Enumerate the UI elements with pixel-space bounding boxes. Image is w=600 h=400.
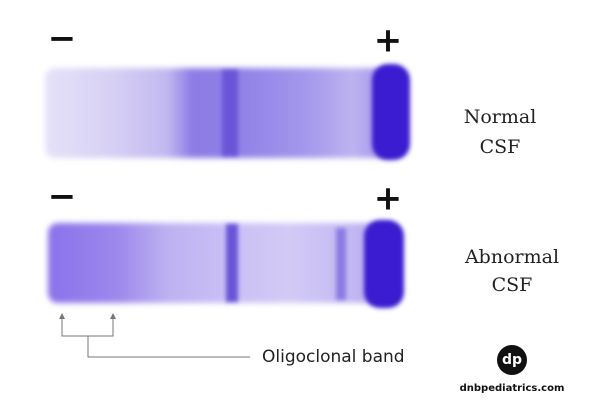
oligoclonal-band	[226, 224, 238, 302]
strip-label: Abnormal	[464, 246, 559, 268]
strip-label: Normal	[464, 106, 537, 128]
logo-mark: dp	[502, 352, 522, 368]
gel-lane	[45, 68, 395, 158]
albumin-band	[364, 220, 404, 308]
albumin-band	[372, 64, 410, 160]
connector	[61, 316, 250, 358]
strip-label: CSF	[492, 274, 533, 296]
oligoclonal-band	[336, 228, 346, 300]
abnormal-strip: − + Abnormal CSF	[48, 177, 559, 308]
annotation-label: Oligoclonal band	[262, 347, 405, 367]
strip-label: CSF	[480, 136, 521, 158]
minus-sign: −	[48, 177, 77, 217]
minus-sign: −	[48, 19, 77, 59]
normal-strip: − + Normal CSF	[45, 19, 537, 160]
annotation: Oligoclonal band	[59, 313, 405, 367]
logo: dp dnbpediatrics.com	[460, 345, 565, 394]
plus-sign: +	[374, 21, 403, 61]
gel-lane	[48, 223, 393, 303]
arrowheads	[59, 313, 116, 319]
plus-sign: +	[374, 179, 403, 219]
logo-site: dnbpediatrics.com	[460, 383, 565, 394]
logo-circle	[497, 345, 527, 375]
gel-band	[222, 70, 238, 156]
